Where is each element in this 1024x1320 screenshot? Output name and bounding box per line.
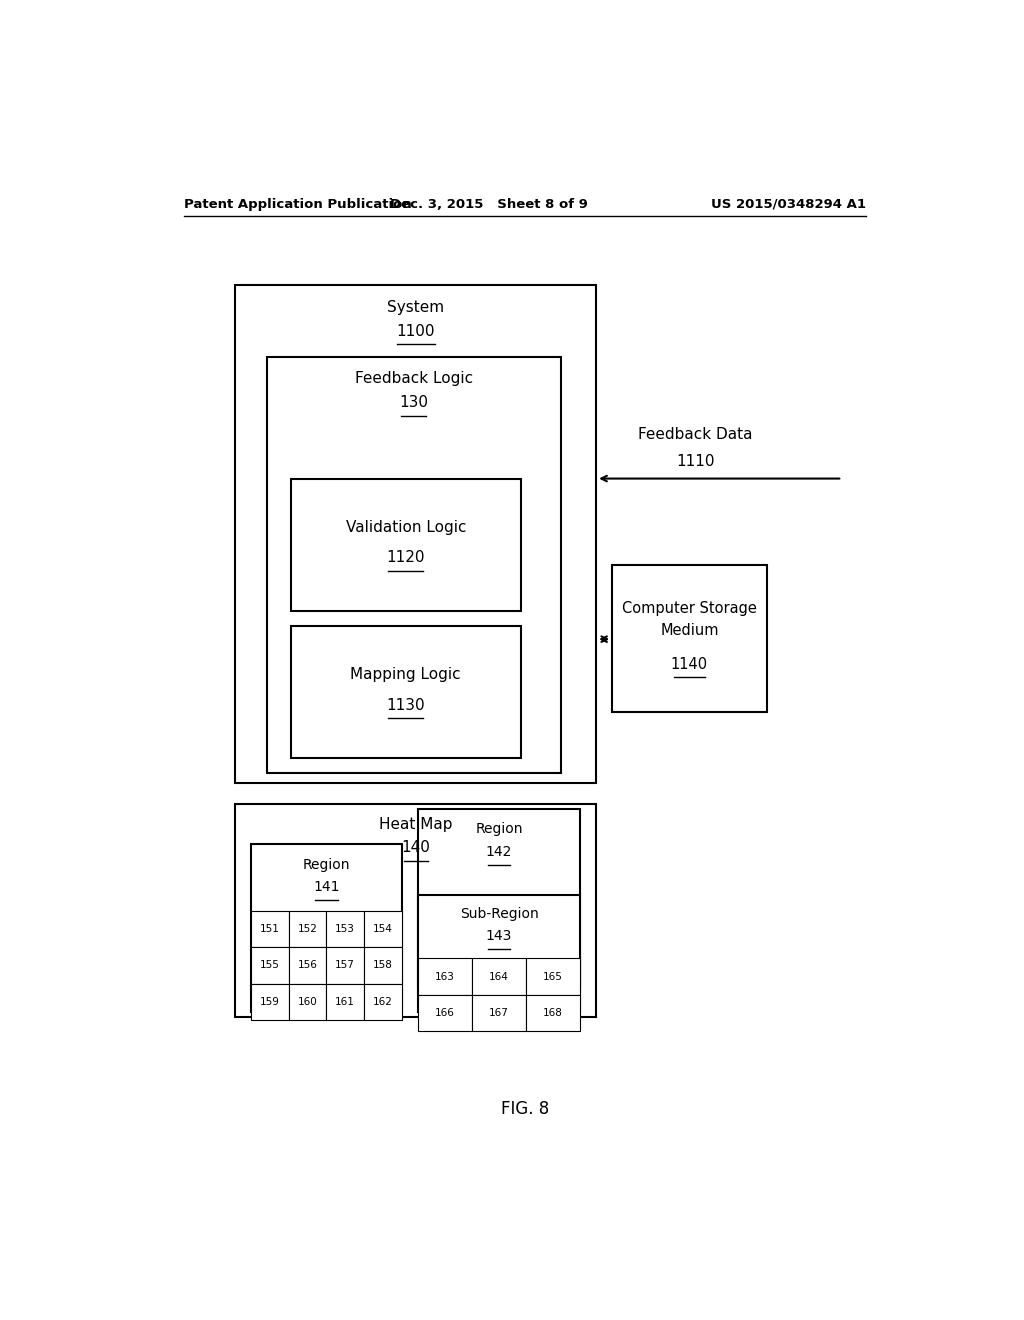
Bar [289,983,327,1020]
Text: 167: 167 [489,1008,509,1018]
Text: Computer Storage: Computer Storage [622,601,757,615]
Bar [526,995,581,1031]
Bar [327,911,365,948]
Text: Mapping Logic: Mapping Logic [350,667,461,682]
Bar [365,911,401,948]
Bar [327,948,365,983]
Text: Heat Map: Heat Map [379,817,453,832]
Text: 130: 130 [399,395,428,409]
Text: 142: 142 [485,845,512,858]
Text: FIG. 8: FIG. 8 [501,1100,549,1118]
Bar [418,995,472,1031]
Text: 154: 154 [373,924,393,933]
Text: Validation Logic: Validation Logic [345,520,466,535]
Bar [291,479,521,611]
Text: 153: 153 [335,924,355,933]
Bar [418,895,581,1012]
Bar [418,809,581,987]
Bar [327,983,365,1020]
Text: 1130: 1130 [386,698,425,713]
Bar [251,983,289,1020]
Bar [236,804,596,1018]
Bar [251,911,289,948]
Text: 140: 140 [401,840,430,855]
Bar [289,911,327,948]
Bar [418,958,472,995]
Bar [251,845,401,1012]
Text: 161: 161 [335,997,355,1007]
Text: Region: Region [303,858,350,871]
Bar [236,285,596,784]
Text: System: System [387,301,444,315]
Text: Dec. 3, 2015   Sheet 8 of 9: Dec. 3, 2015 Sheet 8 of 9 [390,198,588,211]
Bar [365,983,401,1020]
Text: 164: 164 [489,972,509,982]
Text: 151: 151 [260,924,280,933]
Text: 152: 152 [298,924,317,933]
Bar [472,995,526,1031]
Bar [289,948,327,983]
Text: 1140: 1140 [671,656,708,672]
Text: US 2015/0348294 A1: US 2015/0348294 A1 [711,198,866,211]
Text: 1100: 1100 [396,323,435,339]
Text: 168: 168 [544,1008,563,1018]
Text: Sub-Region: Sub-Region [460,907,539,920]
Text: Feedback Logic: Feedback Logic [354,371,473,387]
Text: 159: 159 [260,997,280,1007]
Bar [612,565,767,713]
Text: 1120: 1120 [386,550,425,565]
Text: 165: 165 [544,972,563,982]
Bar [267,356,560,774]
Text: 155: 155 [260,961,280,970]
Bar [251,948,289,983]
Bar [526,958,581,995]
Text: 143: 143 [485,929,512,942]
Bar [291,626,521,758]
Bar [472,958,526,995]
Text: Medium: Medium [660,623,719,638]
Text: Region: Region [475,822,523,837]
Text: 163: 163 [435,972,455,982]
Text: 162: 162 [373,997,393,1007]
Text: 166: 166 [435,1008,455,1018]
Text: 156: 156 [298,961,317,970]
Text: 158: 158 [373,961,393,970]
Text: 1110: 1110 [676,454,715,469]
Bar [365,948,401,983]
Text: Patent Application Publication: Patent Application Publication [183,198,412,211]
Text: 160: 160 [298,997,317,1007]
Text: 141: 141 [313,880,340,894]
Text: Feedback Data: Feedback Data [638,428,753,442]
Text: 157: 157 [335,961,355,970]
